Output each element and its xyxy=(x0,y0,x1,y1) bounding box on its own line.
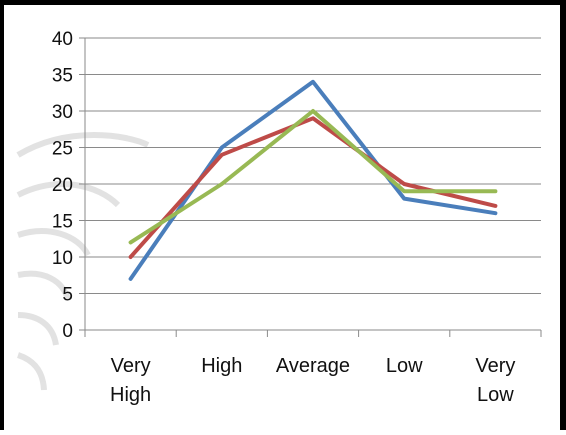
background-watermark xyxy=(16,132,150,391)
axes xyxy=(84,38,542,337)
x-tick-label: High xyxy=(201,355,242,377)
y-tick-label: 15 xyxy=(52,212,73,233)
y-tick-label: 40 xyxy=(52,29,73,50)
x-tick-label: Low xyxy=(386,355,423,377)
y-tick-label: 20 xyxy=(52,175,73,196)
y-tick-label: 35 xyxy=(52,66,73,87)
series-line-3 xyxy=(128,109,498,245)
y-tick-label: 0 xyxy=(62,321,73,342)
x-tick-label: Average xyxy=(276,355,350,377)
x-tick-label: Very High xyxy=(110,355,151,406)
y-tick-label: 30 xyxy=(52,102,73,123)
x-tick-label: Very Low xyxy=(475,355,515,406)
y-tick-label: 25 xyxy=(52,139,73,160)
y-tick-label: 5 xyxy=(62,285,73,306)
y-tick-label: 10 xyxy=(52,248,73,269)
y-tick-labels: 0 5 10 15 20 25 30 35 40 xyxy=(52,29,73,342)
x-tick-labels: Very High High Average Low Very Low xyxy=(110,355,515,406)
series-lines xyxy=(128,79,498,281)
series-line-2 xyxy=(128,116,498,259)
